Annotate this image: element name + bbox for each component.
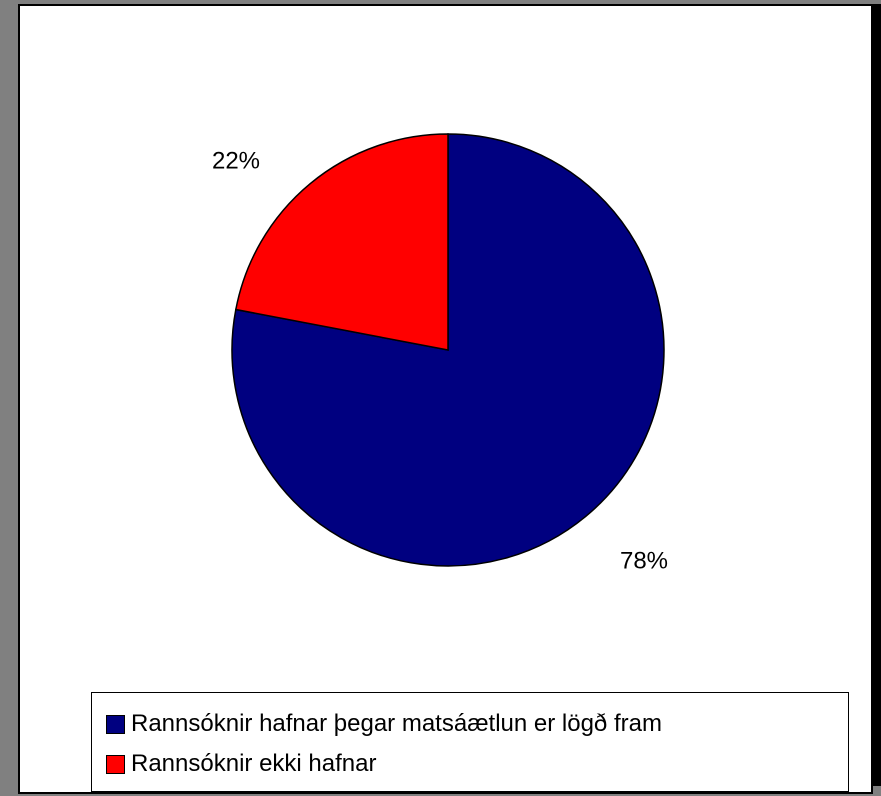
legend-entry-1: Rannsóknir hafnar þegar matsáætlun er lö… [106, 709, 662, 739]
legend-swatch-1 [106, 714, 125, 734]
legend-label-2: Rannsóknir ekki hafnar [131, 750, 377, 777]
pie-slice-2 [234, 133, 449, 351]
data-label-1: 78% [620, 547, 668, 574]
legend-entry-2: Rannsóknir ekki hafnar [106, 749, 376, 779]
window-edge [873, 4, 881, 786]
chart-area: 78% 22% Rannsóknir hafnar þegar matsáætlu… [18, 4, 873, 794]
pie-chart: 78% 22% [212, 133, 668, 574]
data-label-2: 22% [212, 147, 260, 174]
legend-swatch-2 [106, 754, 125, 774]
legend: Rannsóknir hafnar þegar matsáætlun er lö… [91, 692, 849, 792]
legend-label-1: Rannsóknir hafnar þegar matsáætlun er lö… [131, 710, 662, 737]
